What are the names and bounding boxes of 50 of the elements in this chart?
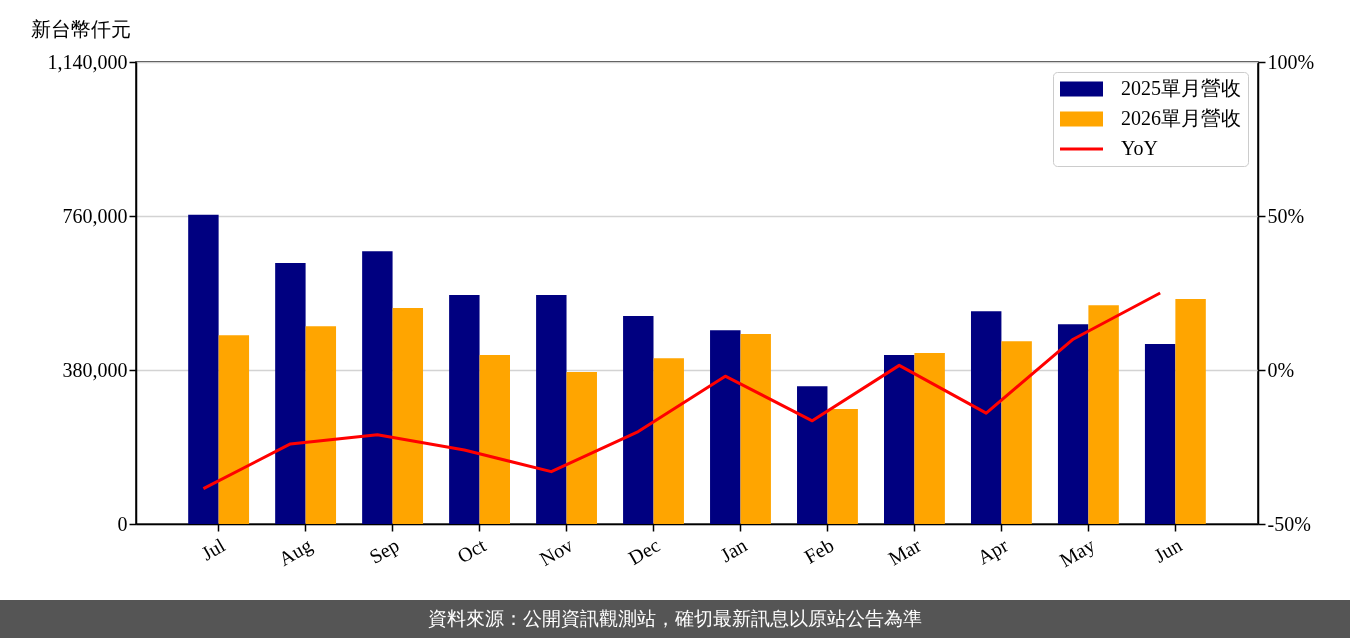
y-axis-title: 新台幣仟元: [30, 17, 131, 40]
bar: [449, 295, 480, 524]
x-tick-label: Sep: [365, 533, 404, 569]
x-tick-label: Jul: [197, 533, 230, 565]
bar: [884, 355, 915, 524]
x-tick-label: Mar: [884, 533, 925, 570]
bar: [305, 326, 337, 524]
legend-label: 2025單月營收: [1121, 77, 1241, 99]
bar: [740, 333, 771, 524]
x-tick-label: Jun: [1150, 533, 1186, 567]
bar: [914, 352, 945, 524]
line-series: [201, 291, 1162, 491]
y-tick-label: 380,000: [62, 358, 128, 381]
bar: [218, 335, 250, 524]
x-tick-label: May: [1055, 533, 1099, 573]
y2-tick-label: 0%: [1267, 358, 1295, 381]
bar: [1001, 341, 1032, 524]
bar: [1088, 305, 1119, 524]
x-tick-label: Aug: [274, 533, 317, 571]
x-tick-label: Apr: [973, 533, 1013, 570]
bar: [362, 251, 393, 524]
bar: [1175, 299, 1206, 524]
y-tick-label: 760,000: [62, 204, 128, 227]
x-tick-label: Jan: [716, 533, 751, 567]
bar: [970, 311, 1002, 524]
bar: [827, 408, 858, 524]
bar: [536, 295, 567, 524]
x-tick-label: Feb: [800, 533, 838, 568]
bar: [275, 263, 306, 524]
bar: [1057, 324, 1089, 524]
y2-tick-label: -50%: [1267, 512, 1311, 535]
bar: [653, 358, 684, 524]
legend-label: YoY: [1121, 137, 1158, 159]
bar: [566, 372, 597, 524]
bar: [797, 386, 828, 524]
x-tick-label: Oct: [453, 533, 490, 568]
bar: [188, 214, 219, 524]
y2-tick-label: 50%: [1267, 204, 1305, 227]
bar: [392, 307, 424, 524]
bar: [479, 355, 510, 524]
source-note: 資料來源：公開資訊觀測站，確切最新訊息以原站公告為準: [0, 600, 1350, 638]
y-tick-label: 1,140,000: [47, 50, 128, 73]
y2-tick-label: 100%: [1267, 50, 1315, 73]
bar: [710, 330, 741, 524]
bar: [623, 316, 654, 524]
x-tick-label: Dec: [624, 533, 664, 569]
bar: [1144, 344, 1176, 524]
y-tick-label: 0: [117, 512, 128, 535]
legend-label: 2026單月營收: [1121, 107, 1241, 129]
x-tick-label: Nov: [535, 533, 577, 571]
